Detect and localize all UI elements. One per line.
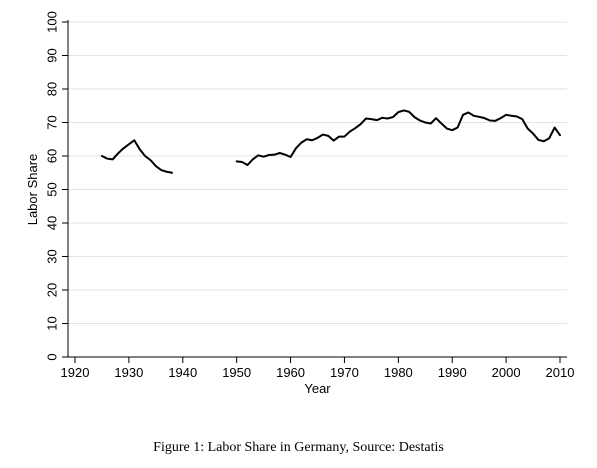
x-tick-label-2000: 2000 [492, 365, 521, 380]
horizontal-gridlines [68, 21, 567, 324]
axes [67, 20, 567, 358]
x-axis-title: Year [304, 381, 331, 396]
y-tick-label-30: 30 [44, 249, 59, 263]
x-tick-label-1960: 1960 [276, 365, 305, 380]
x-tick-label-1950: 1950 [222, 365, 251, 380]
y-tick-label-0: 0 [44, 353, 59, 360]
x-tick-label-1980: 1980 [384, 365, 413, 380]
y-axis-ticks: 0 10 20 30 40 50 60 70 80 90 100 [44, 11, 68, 361]
x-tick-label-1930: 1930 [114, 365, 143, 380]
x-axis-ticks: 1920 1930 1940 1950 1960 1970 1980 1990 2000 2010 [61, 357, 575, 380]
x-tick-label-1940: 1940 [168, 365, 197, 380]
y-tick-label-50: 50 [44, 182, 59, 196]
y-tick-label-90: 90 [44, 48, 59, 62]
y-tick-label-60: 60 [44, 149, 59, 163]
series-lines [100, 109, 561, 174]
y-tick-label-20: 20 [44, 283, 59, 297]
series-line-segment-1 [100, 139, 173, 174]
series-line-segment-2 [235, 109, 561, 167]
y-tick-label-10: 10 [44, 316, 59, 330]
x-tick-label-1970: 1970 [330, 365, 359, 380]
x-tick-label-1920: 1920 [61, 365, 90, 380]
chart-container: 0 10 20 30 40 50 60 70 80 90 100 1920 1930 1940 1950 1… [25, 11, 575, 396]
x-tick-label-2010: 2010 [546, 365, 575, 380]
y-axis-title: Labor Share [25, 154, 40, 226]
y-tick-label-70: 70 [44, 115, 59, 129]
figure-caption: Figure 1: Labor Share in Germany, Source… [153, 440, 444, 455]
x-tick-label-1990: 1990 [438, 365, 467, 380]
y-tick-label-80: 80 [44, 82, 59, 96]
y-tick-label-40: 40 [44, 216, 59, 230]
y-tick-label-100: 100 [44, 11, 59, 33]
